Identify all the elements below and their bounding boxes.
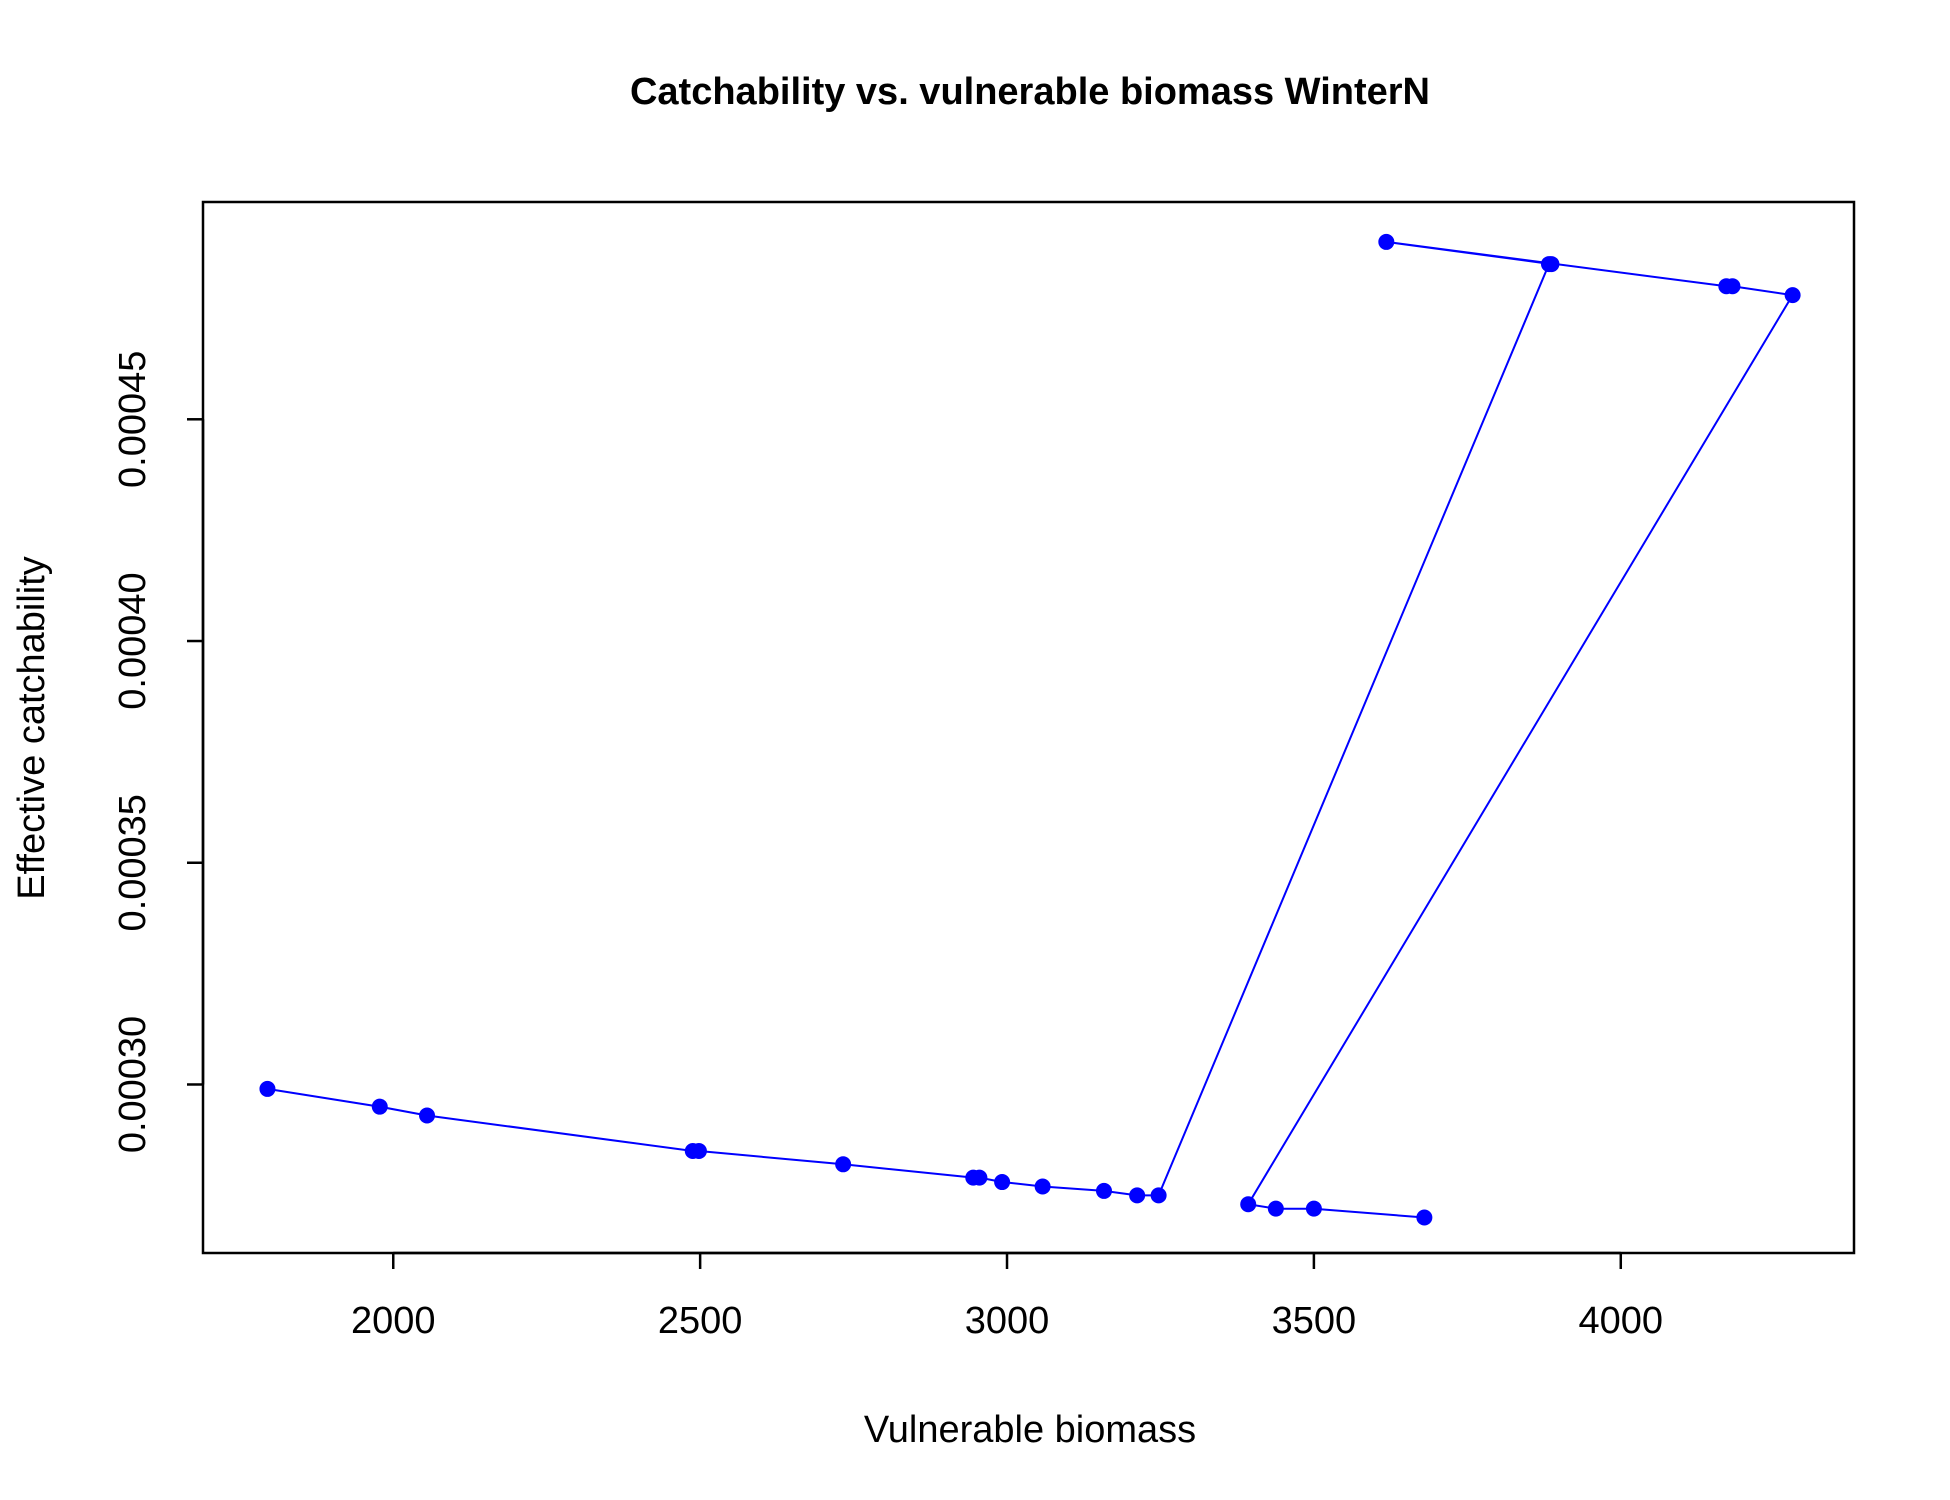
x-tick-label: 2500	[658, 1300, 743, 1342]
x-tick-label: 2000	[351, 1300, 436, 1342]
y-tick-label: 0.00045	[112, 351, 154, 488]
data-point	[1543, 256, 1560, 273]
y-tick-label: 0.00030	[112, 1016, 154, 1153]
data-point	[259, 1080, 276, 1097]
x-tick-label: 4000	[1578, 1300, 1663, 1342]
series-layer	[259, 233, 1801, 1226]
data-point	[419, 1107, 436, 1124]
y-tick-label: 0.00040	[112, 572, 154, 709]
x-tick-label: 3500	[1272, 1300, 1357, 1342]
plot-frame	[201, 200, 1856, 1255]
data-point	[994, 1174, 1011, 1191]
data-point	[690, 1143, 707, 1160]
series-line	[267, 240, 1795, 1219]
x-axis-label: Vulnerable biomass	[864, 1409, 1196, 1451]
data-point	[1240, 1196, 1257, 1213]
data-point	[371, 1098, 388, 1115]
data-point	[835, 1156, 852, 1173]
data-point	[1267, 1200, 1284, 1217]
data-point	[1305, 1200, 1322, 1217]
data-point	[1724, 278, 1741, 295]
y-axis: 0.00030 0.00035 0.00040 0.00045	[112, 351, 205, 1153]
data-point	[1034, 1178, 1051, 1195]
x-tick-label: 3000	[965, 1300, 1050, 1342]
chart-title: Catchability vs. vulnerable biomass Wint…	[630, 71, 1430, 113]
y-axis-label: Effective catchability	[11, 556, 53, 900]
data-point	[1378, 233, 1395, 250]
data-point	[1129, 1187, 1146, 1204]
data-point	[971, 1169, 988, 1186]
data-point	[1416, 1209, 1433, 1226]
data-point	[1784, 287, 1801, 304]
y-tick-label: 0.00035	[112, 794, 154, 931]
x-axis: 2000 2500 3000 3500 4000	[351, 1251, 1663, 1342]
data-point	[1150, 1187, 1167, 1204]
data-point	[1095, 1182, 1112, 1199]
